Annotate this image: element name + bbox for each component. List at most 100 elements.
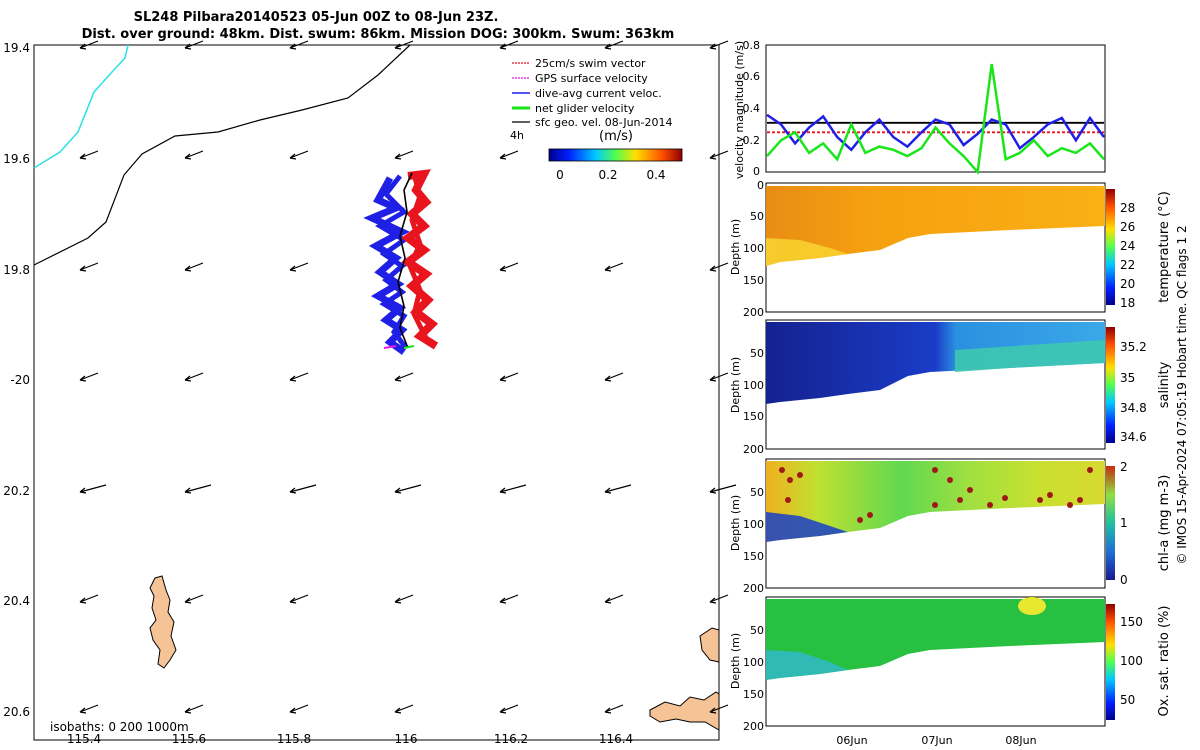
oxygen-ytick: 100 (743, 656, 764, 669)
sfc-velocity-arrow (394, 594, 414, 604)
sfc-velocity-arrow-field (79, 40, 737, 714)
sfc-velocity-arrow (499, 372, 519, 382)
sfc-velocity-arrow (499, 484, 527, 494)
speed-colorbar-tick: 0 (556, 168, 564, 182)
temperature-ytick: 150 (743, 274, 764, 287)
temperature-section: 28 26 24 22 20 18 temperature (°C) 0 50 … (729, 179, 1172, 319)
salinity-cbar-label: salinity (1157, 361, 1172, 408)
velocity-frame (765, 44, 1106, 173)
sfc-velocity-arrow (394, 40, 414, 50)
oxygen-cbar-tick: 50 (1120, 693, 1135, 707)
map-panel: 25cm/s swim vector GPS surface velocity … (3, 40, 737, 746)
sfc-velocity-arrow (184, 150, 204, 160)
chla-high-point (1002, 495, 1008, 501)
oxygen-cbar-label: Ox. sat. ratio (%) (1157, 606, 1172, 717)
sfc-velocity-arrow (709, 484, 737, 494)
sfc-velocity-arrow (709, 372, 729, 382)
velocity-series-line (766, 63, 1105, 175)
velocity-ytick: 0.4 (743, 102, 761, 115)
chla-ytick: 200 (743, 582, 764, 595)
salinity-ytick: 100 (743, 379, 764, 392)
temperature-ytick: 50 (750, 210, 764, 223)
oxygen-cbar-tick: 100 (1120, 654, 1143, 668)
chla-high-point (867, 512, 873, 518)
oxygen-cbar-tick: 150 (1120, 615, 1143, 629)
temperature-colorbar (1106, 189, 1115, 305)
chla-high-point (787, 477, 793, 483)
lon-tick: 115.6 (172, 732, 206, 746)
chla-cbar-tick: 1 (1120, 516, 1128, 530)
gps-surface-velocity (383, 345, 397, 349)
chla-high-point (932, 502, 938, 508)
salinity-cbar-tick: 35 (1120, 371, 1135, 385)
velocity-ytick: 0 (753, 165, 760, 178)
map-legend: 25cm/s swim vector GPS surface velocity … (510, 57, 672, 142)
sfc-velocity-arrow (79, 704, 99, 714)
oxygen-ytick: 150 (743, 688, 764, 701)
lon-tick: 115.8 (277, 732, 311, 746)
map-lon-ticks: 115.4 115.6 115.8 116 116.2 116.4 (67, 732, 633, 746)
chla-high-point (1087, 467, 1093, 473)
sfc-velocity-arrow (604, 484, 632, 494)
temperature-ytick: 100 (743, 242, 764, 255)
speed-colorbar-unit: (m/s) (599, 129, 633, 144)
salinity-high-layer (955, 340, 1105, 372)
oxygen-field (766, 599, 1105, 680)
time-ticks: 06Jun 07Jun 08Jun (836, 734, 1036, 747)
chla-high-point (797, 472, 803, 478)
sfc-velocity-arrow (184, 704, 204, 714)
sfc-velocity-arrow (604, 704, 624, 714)
figure-title-line2: Dist. over ground: 48km. Dist. swum: 86k… (82, 27, 675, 42)
sfc-velocity-arrow (499, 262, 519, 272)
legend-dive-avg-current: dive-avg current veloc. (535, 87, 662, 100)
sfc-velocity-arrow (394, 372, 414, 382)
temperature-cbar-ticks: 28 26 24 22 20 18 (1120, 201, 1135, 310)
speed-colorbar-bar (548, 148, 683, 162)
chla-cbar-tick: 0 (1120, 573, 1128, 587)
sfc-velocity-arrow (79, 484, 107, 494)
oxygen-colorbar (1106, 604, 1115, 720)
salinity-ytick: 200 (743, 443, 764, 456)
legend-sfc-geo-velocity: sfc geo. vel. 08-Jun-2014 (535, 116, 672, 129)
chla-cbar-ticks: 2 1 0 (1120, 460, 1128, 587)
legend-interval: 4h (510, 129, 524, 142)
velocity-panel: 0 0.2 0.4 0.6 0.8 velocity magnitude (m/… (733, 39, 1106, 179)
chla-ytick: 50 (750, 486, 764, 499)
chla-ytick: 150 (743, 550, 764, 563)
chla-high-point (932, 467, 938, 473)
chla-high-point (857, 517, 863, 523)
map-lat-ticks: 19.4 19.6 19.8 -20 20.2 20.4 20.6 (3, 41, 30, 719)
island-west (149, 575, 177, 669)
oxygen-ytick: 200 (743, 720, 764, 733)
chla-high-point (785, 497, 791, 503)
temperature-cbar-tick: 20 (1120, 277, 1135, 291)
sfc-velocity-arrow (79, 40, 99, 50)
sfc-velocity-arrow (79, 594, 99, 604)
salinity-field (766, 322, 1105, 404)
sfc-velocity-arrow (709, 262, 729, 272)
chla-high-point (957, 497, 963, 503)
chla-cbar-label: chl-a (mg m-3) (1157, 475, 1172, 572)
oxygen-ylabel: Depth (m) (729, 633, 742, 689)
sfc-velocity-arrow (289, 484, 317, 494)
sfc-velocity-arrow (184, 484, 212, 494)
temperature-yticks: 0 50 100 150 200 (743, 179, 764, 319)
velocity-ytick: 0.8 (743, 39, 761, 52)
lon-tick: 115.4 (67, 732, 101, 746)
sfc-velocity-arrow (709, 40, 729, 50)
net-glider-velocity (403, 345, 415, 349)
salinity-ytick: 50 (750, 347, 764, 360)
oxygen-deep-layer (766, 650, 848, 680)
lon-tick: 116.2 (494, 732, 528, 746)
time-tick: 07Jun (921, 734, 952, 747)
chla-cbar-tick: 2 (1120, 460, 1128, 474)
sfc-velocity-arrow (709, 594, 729, 604)
chla-ylabel: Depth (m) (729, 495, 742, 551)
salinity-ytick: 150 (743, 410, 764, 423)
sfc-velocity-arrow (79, 262, 99, 272)
sfc-velocity-arrow (604, 262, 624, 272)
sfc-velocity-arrow (289, 594, 309, 604)
temperature-ylabel: Depth (m) (729, 219, 742, 275)
isobath-deep (33, 44, 411, 266)
oxygen-high-patch (1018, 597, 1046, 615)
